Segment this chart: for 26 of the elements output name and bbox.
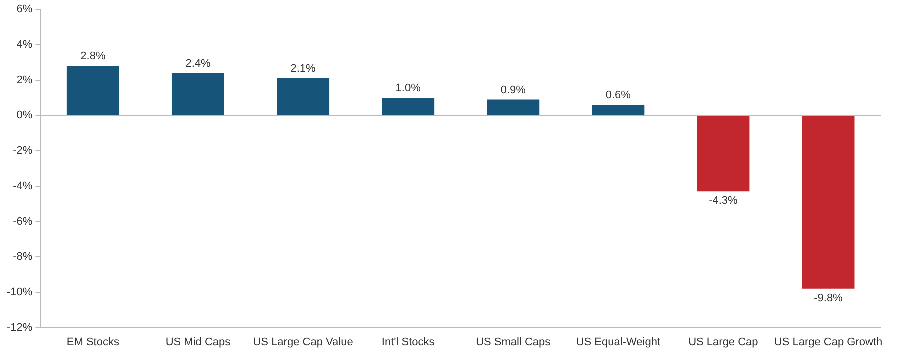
- y-tick-label: -6%: [13, 216, 33, 228]
- x-tick-label: EM Stocks: [66, 336, 120, 348]
- x-tick-label: US Large Cap Growth: [774, 336, 883, 348]
- y-tick-label: -2%: [13, 145, 33, 158]
- y-tick-label: 4%: [16, 38, 33, 51]
- x-tick-label: Int'l Stocks: [382, 336, 436, 348]
- data-label: 2.1%: [290, 63, 316, 76]
- y-tick-label: 2%: [16, 74, 33, 86]
- data-label: 0.6%: [606, 90, 632, 102]
- data-label: 0.9%: [500, 84, 526, 96]
- data-label: 2.4%: [186, 58, 211, 70]
- data-label: -4.3%: [709, 195, 738, 208]
- y-tick-label: -8%: [13, 251, 33, 264]
- x-tick-label: US Small Caps: [476, 336, 552, 348]
- x-tick-label: US Large Cap Value: [253, 336, 354, 348]
- y-tick-label: 0%: [16, 110, 33, 122]
- x-tick-label: US Mid Caps: [166, 336, 232, 348]
- data-label: 1.0%: [396, 82, 422, 95]
- y-tick-label: -4%: [13, 180, 33, 192]
- y-tick-label: -12%: [6, 322, 33, 334]
- x-tick-label: US Equal-Weight: [576, 336, 660, 348]
- x-tick-label: US Large Cap: [688, 336, 758, 348]
- y-tick-label: -10%: [6, 286, 33, 298]
- y-tick-label: 6%: [16, 4, 33, 16]
- data-label: 2.8%: [80, 50, 106, 63]
- data-label: -9.8%: [814, 292, 844, 304]
